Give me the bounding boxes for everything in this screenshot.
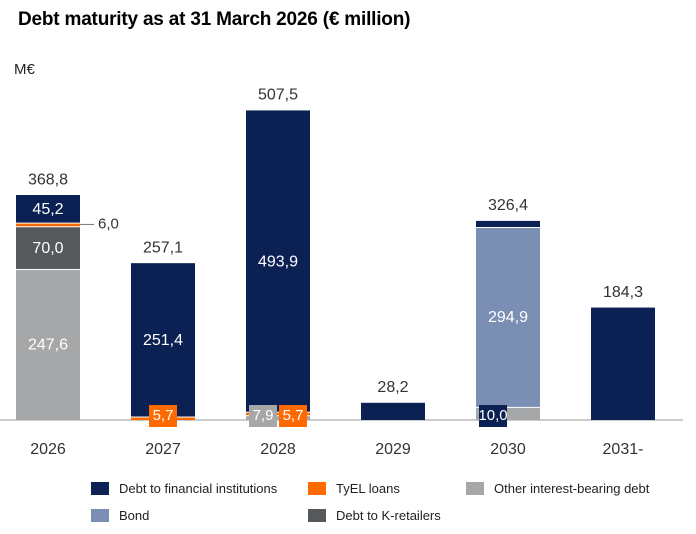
small-value-badge [479,405,507,427]
legend-item-other-debt: Other interest-bearing debt [466,481,649,496]
bar-segment-2026 [16,268,80,420]
bar-segment-2028 [246,411,310,416]
segment-value-label: 45,2 [32,201,63,218]
bar-total-label: 184,3 [603,284,643,301]
segment-value-label: 251,4 [143,332,183,349]
bar-total-label: 326,4 [488,197,528,214]
segment-value-label: 6,0 [98,215,119,232]
bar-segment-2026 [16,222,80,227]
bar-segment-2030 [476,226,540,407]
bar-segment-2029 [361,402,425,420]
legend-item-bond: Bond [91,508,149,523]
x-tick-label: 2027 [145,441,181,458]
legend-item-financial-institutions: Debt to financial institutions [91,481,277,496]
small-value-badge [279,405,307,427]
legend-swatch [308,509,326,522]
legend-label: Other interest-bearing debt [494,481,650,496]
segment-value-label: 247,6 [28,337,68,354]
bar-total-label: 507,5 [258,87,298,104]
legend-swatch [91,509,109,522]
bar-segment-2026 [16,195,80,223]
legend-label: Debt to financial institutions [119,481,278,496]
segment-value-label: 294,9 [488,309,528,326]
bar-total-label: 28,2 [377,379,408,396]
legend-label: Debt to K-retailers [336,508,441,523]
y-axis-unit-label: M€ [14,61,35,78]
legend-swatch [91,482,109,495]
segment-value-label: 10,0 [478,407,507,424]
bar-segment-2028 [246,415,310,420]
small-value-badge [249,405,277,427]
x-tick-label: 2031- [603,441,644,458]
x-tick-label: 2026 [30,441,66,458]
legend-item-tyel-loans: TyEL loans [308,481,400,496]
bar-segment-2031- [591,307,655,420]
legend-swatch [308,482,326,495]
segment-value-label: 5,7 [153,407,174,424]
segment-value-label: 493,9 [258,253,298,270]
segment-value-label: 7,9 [253,407,274,424]
bar-total-label: 368,8 [28,171,68,188]
bar-segment-2030 [476,220,540,227]
x-tick-label: 2030 [490,441,526,458]
bar-segment-2028 [246,110,310,412]
segment-value-label: 70,0 [32,240,63,257]
bar-segment-2026 [16,226,80,269]
segment-divider [246,410,310,413]
small-value-badge [149,405,177,427]
x-tick-label: 2028 [260,441,296,458]
legend-swatch [466,482,484,495]
x-tick-label: 2029 [375,441,411,458]
bar-total-label: 257,1 [143,239,183,256]
segment-value-label: 5,7 [283,407,304,424]
chart-title: Debt maturity as at 31 March 2026 (€ mil… [18,9,411,30]
bar-segment-2027 [131,263,195,417]
legend-label: Bond [119,508,150,523]
legend-label: TyEL loans [336,481,400,496]
legend-item-k-retailers: Debt to K-retailers [308,508,441,523]
